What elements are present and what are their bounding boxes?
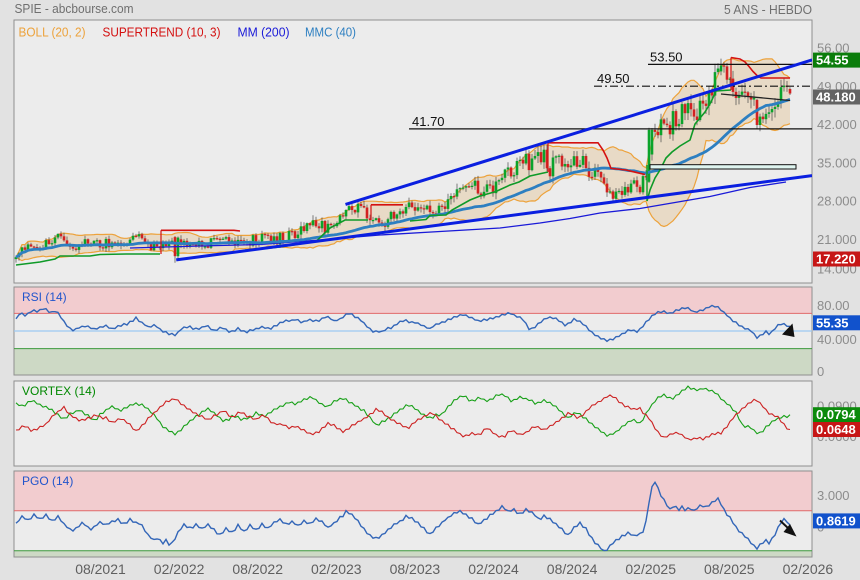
svg-text:MMC (40): MMC (40) <box>305 25 356 40</box>
svg-text:40.000: 40.000 <box>817 332 857 347</box>
svg-text:SUPERTREND (10, 3): SUPERTREND (10, 3) <box>103 25 221 40</box>
svg-text:02/2026: 02/2026 <box>783 561 834 577</box>
svg-text:55.35: 55.35 <box>816 315 849 330</box>
svg-text:02/2025: 02/2025 <box>625 561 676 577</box>
svg-text:41.70: 41.70 <box>412 114 445 129</box>
svg-text:0.0794: 0.0794 <box>816 407 857 422</box>
svg-text:56.00: 56.00 <box>817 41 850 56</box>
svg-text:80.00: 80.00 <box>817 298 850 313</box>
svg-text:SPIE - abcbourse.com: SPIE - abcbourse.com <box>15 1 134 16</box>
svg-text:02/2022: 02/2022 <box>154 561 205 577</box>
svg-text:48.180: 48.180 <box>816 90 856 105</box>
svg-text:VORTEX (14): VORTEX (14) <box>22 384 96 398</box>
svg-text:0: 0 <box>817 364 824 379</box>
svg-text:MM (200): MM (200) <box>238 25 290 40</box>
svg-text:54.55: 54.55 <box>816 53 849 68</box>
svg-text:BOLL (20, 2): BOLL (20, 2) <box>19 25 86 40</box>
svg-text:08/2022: 08/2022 <box>232 561 283 577</box>
svg-text:28.000: 28.000 <box>817 194 857 209</box>
svg-text:08/2023: 08/2023 <box>390 561 441 577</box>
svg-text:08/2024: 08/2024 <box>547 561 598 577</box>
svg-text:08/2025: 08/2025 <box>704 561 755 577</box>
svg-text:35.000: 35.000 <box>817 156 857 171</box>
svg-text:21.000: 21.000 <box>817 232 857 247</box>
svg-text:02/2023: 02/2023 <box>311 561 362 577</box>
svg-text:17.220: 17.220 <box>816 252 856 267</box>
svg-text:02/2024: 02/2024 <box>468 561 519 577</box>
svg-text:RSI (14): RSI (14) <box>22 290 67 304</box>
svg-text:5 ANS - HEBDO: 5 ANS - HEBDO <box>724 2 812 17</box>
svg-text:49.50: 49.50 <box>597 71 630 86</box>
svg-text:53.50: 53.50 <box>650 49 683 64</box>
svg-text:08/2021: 08/2021 <box>75 561 126 577</box>
svg-text:3.000: 3.000 <box>817 488 850 503</box>
svg-text:0.8619: 0.8619 <box>816 513 856 528</box>
svg-text:PGO (14): PGO (14) <box>22 474 73 488</box>
svg-text:42.000: 42.000 <box>817 117 857 132</box>
svg-text:0.0648: 0.0648 <box>816 422 856 437</box>
